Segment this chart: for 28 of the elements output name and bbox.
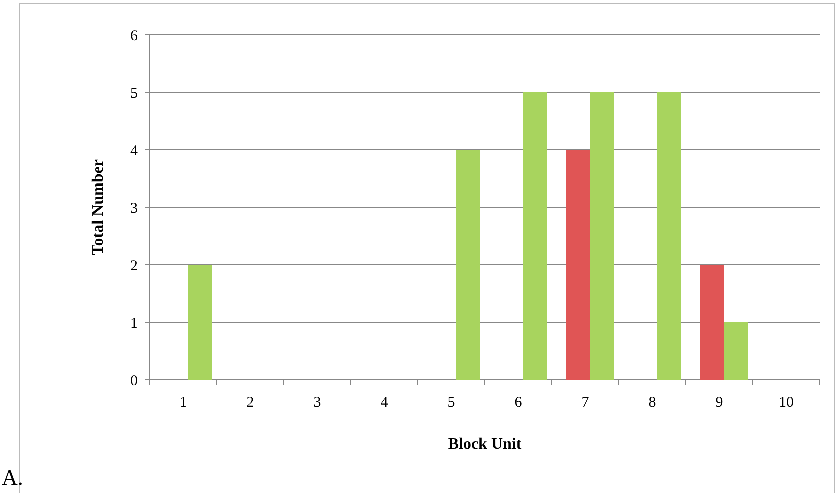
text: A.	[2, 465, 24, 490]
x-tick-label: 8	[648, 395, 656, 411]
x-tick-label: 7	[582, 395, 590, 411]
bar	[590, 92, 614, 380]
x-tick-label: 1	[180, 395, 188, 411]
y-axis-title: Total Number	[90, 160, 107, 256]
y-tick-label: 0	[130, 373, 138, 390]
x-tick-label: 10	[779, 395, 794, 411]
bar	[456, 150, 480, 380]
x-tick-label: 6	[514, 395, 523, 411]
y-tick-label: 2	[130, 258, 138, 274]
y-tick-label: 3	[130, 200, 138, 217]
y-tick-label: 4	[130, 143, 138, 160]
bar	[657, 92, 682, 380]
y-tick-label: 6	[130, 28, 138, 44]
bar	[566, 150, 590, 380]
bar	[724, 322, 748, 380]
x-tick-label: 4	[380, 395, 389, 411]
x-axis-title: Block Unit	[448, 436, 522, 453]
y-tick-label: 5	[130, 86, 138, 102]
bar	[188, 265, 212, 380]
y-tick-label: 1	[130, 316, 138, 332]
bar	[700, 265, 724, 380]
x-tick-label: 5	[448, 395, 456, 411]
x-tick-label: 9	[716, 395, 724, 411]
bar	[523, 92, 548, 380]
x-tick-label: 2	[246, 395, 254, 411]
x-tick-label: 3	[314, 395, 322, 411]
